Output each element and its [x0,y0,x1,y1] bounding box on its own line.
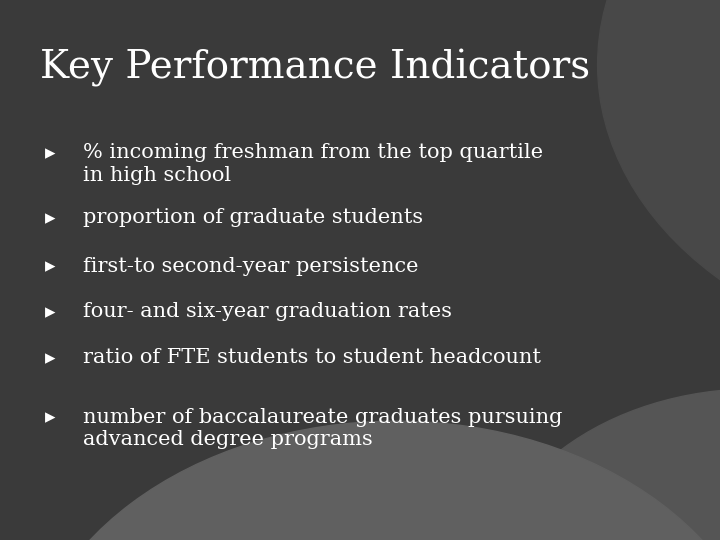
Text: proportion of graduate students: proportion of graduate students [83,208,423,227]
Circle shape [22,421,720,540]
Text: ▸: ▸ [45,208,55,228]
Text: Key Performance Indicators: Key Performance Indicators [40,49,590,86]
Text: ▸: ▸ [45,302,55,322]
Text: ▸: ▸ [45,408,55,428]
Text: four- and six-year graduation rates: four- and six-year graduation rates [83,302,452,321]
Circle shape [482,389,720,540]
Text: first-to second-year persistence: first-to second-year persistence [83,256,418,275]
Circle shape [598,0,720,362]
Text: number of baccalaureate graduates pursuing
advanced degree programs: number of baccalaureate graduates pursui… [83,408,562,449]
Text: % incoming freshman from the top quartile
in high school: % incoming freshman from the top quartil… [83,143,543,185]
Text: ▸: ▸ [45,348,55,368]
Text: ▸: ▸ [45,143,55,163]
Text: ratio of FTE students to student headcount: ratio of FTE students to student headcou… [83,348,541,367]
Text: ▸: ▸ [45,256,55,276]
